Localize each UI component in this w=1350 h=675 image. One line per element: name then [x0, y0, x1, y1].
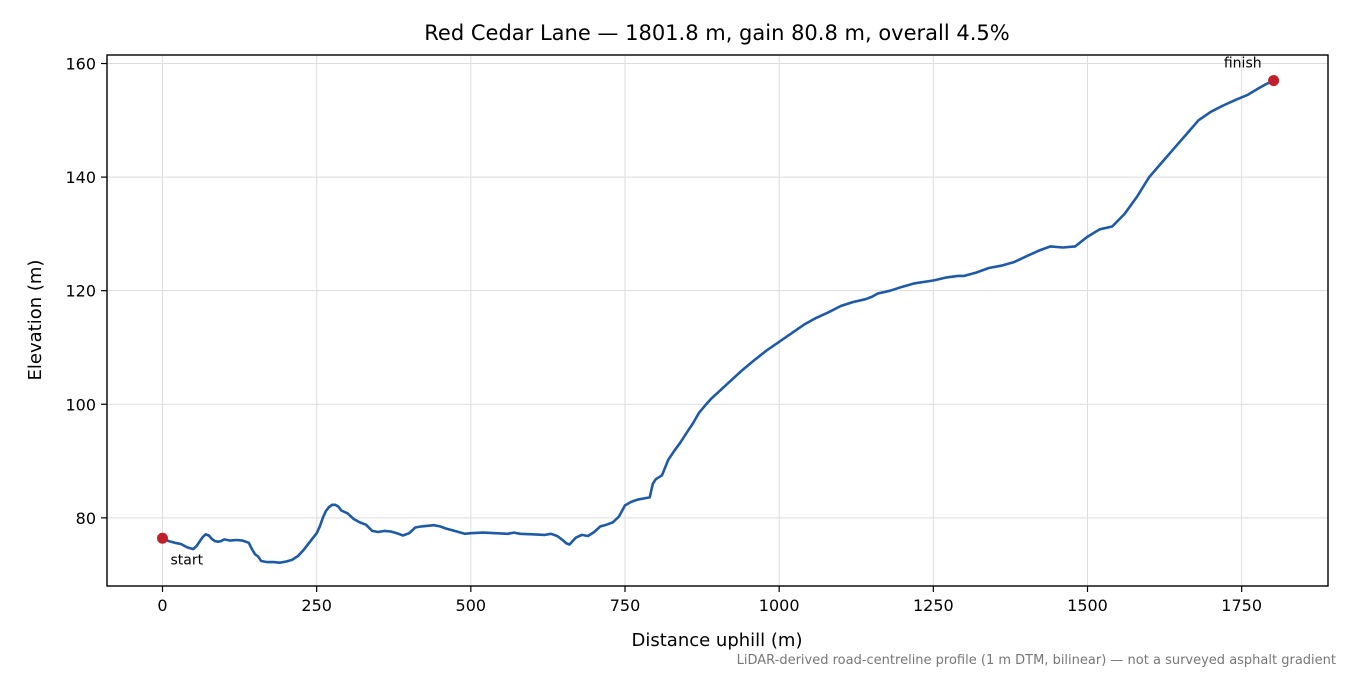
y-tick-label: 140	[65, 168, 96, 187]
x-tick-label: 750	[610, 596, 641, 615]
chart-title: Red Cedar Lane — 1801.8 m, gain 80.8 m, …	[424, 21, 1009, 45]
x-tick-label: 1500	[1067, 596, 1108, 615]
x-axis-ticks: 0 250 500 750 1000 1250 1500 1750	[157, 586, 1262, 615]
plot-area: start finish	[157, 56, 1280, 568]
y-axis-label: Elevation (m)	[25, 260, 46, 381]
x-tick-label: 1750	[1221, 596, 1262, 615]
y-tick-label: 120	[65, 282, 96, 301]
x-tick-label: 500	[456, 596, 487, 615]
y-tick-label: 160	[65, 55, 96, 74]
x-tick-label: 250	[301, 596, 332, 615]
start-marker	[157, 532, 168, 544]
finish-label: finish	[1224, 56, 1262, 72]
plot-frame	[106, 54, 1329, 587]
y-tick-label: 100	[65, 395, 96, 414]
x-axis-label: Distance uphill (m)	[632, 630, 803, 651]
finish-marker	[1268, 75, 1280, 87]
y-axis-ticks: 80 100 120 140 160	[65, 55, 107, 528]
y-tick-label: 80	[76, 509, 96, 528]
x-tick-label: 0	[157, 596, 167, 615]
elevation-profile-line	[161, 79, 1275, 565]
chart-footnote: LiDAR-derived road-centreline profile (1…	[737, 653, 1336, 668]
x-tick-label: 1000	[759, 596, 800, 615]
x-tick-label: 1250	[913, 596, 954, 615]
grid-lines	[107, 55, 1328, 586]
start-label: start	[171, 552, 204, 568]
